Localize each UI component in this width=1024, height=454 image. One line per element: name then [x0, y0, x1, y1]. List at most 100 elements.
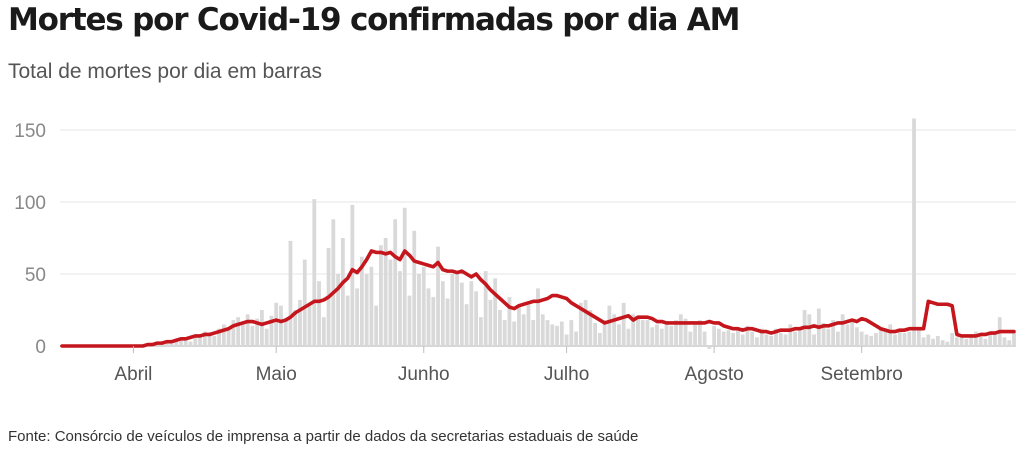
daily-bar — [912, 118, 916, 346]
y-tick-label: 150 — [14, 121, 46, 142]
chart-area: 0 50 100 150 Abril Maio Junho Julho Agosto Setem… — [14, 118, 1016, 385]
daily-bar — [1002, 337, 1007, 346]
daily-bar — [217, 328, 221, 346]
daily-bar — [221, 324, 226, 346]
daily-bar — [202, 331, 207, 346]
y-tick-label: 0 — [35, 337, 46, 358]
daily-bar — [512, 321, 517, 346]
y-tick-label: 100 — [14, 193, 46, 214]
daily-bar — [969, 337, 974, 346]
x-tick-label: Julho — [544, 364, 589, 385]
chart-title: Mortes por Covid-19 confirmadas por dia … — [8, 2, 740, 38]
daily-bar — [212, 335, 217, 346]
daily-bar — [831, 320, 836, 346]
daily-bar — [926, 334, 931, 346]
daily-bar — [797, 328, 802, 346]
daily-bar — [916, 330, 921, 346]
daily-bar — [712, 325, 717, 346]
daily-bar — [826, 328, 831, 346]
daily-bar — [731, 333, 736, 346]
x-tick-label: Maio — [256, 364, 297, 385]
daily-bar — [788, 324, 793, 346]
moving-average-line — [60, 249, 1016, 348]
daily-bar — [417, 274, 421, 346]
daily-death-bars — [145, 118, 1016, 349]
daily-bar — [312, 199, 317, 346]
daily-bar — [940, 340, 945, 346]
daily-bar — [659, 328, 664, 346]
daily-bar — [507, 297, 512, 346]
daily-bar — [374, 305, 379, 346]
daily-bar — [988, 333, 993, 346]
daily-bar — [593, 322, 598, 346]
daily-bar — [602, 320, 607, 346]
daily-bar — [845, 324, 850, 346]
daily-bar — [198, 334, 202, 346]
daily-bar — [821, 322, 826, 346]
daily-bar — [402, 207, 407, 346]
daily-bar — [164, 343, 169, 346]
daily-bar — [364, 274, 369, 346]
daily-bar — [759, 328, 764, 346]
daily-bar — [726, 330, 731, 346]
daily-bar — [555, 325, 559, 346]
daily-bar — [650, 327, 655, 346]
daily-bar — [574, 331, 578, 346]
daily-bar — [526, 302, 531, 346]
daily-bar — [440, 281, 445, 346]
daily-bar — [207, 333, 212, 346]
daily-bar — [597, 333, 602, 346]
daily-bar — [721, 331, 726, 346]
daily-bar — [345, 295, 350, 346]
daily-bar — [564, 334, 569, 346]
daily-bar — [707, 346, 712, 349]
daily-bar — [626, 328, 631, 346]
daily-bar — [683, 318, 688, 346]
daily-bar — [812, 334, 816, 346]
daily-bar — [174, 341, 179, 346]
daily-bar — [993, 334, 997, 346]
daily-bar — [864, 334, 869, 346]
daily-bar — [869, 335, 874, 346]
daily-bar — [412, 230, 417, 346]
daily-bar — [264, 328, 269, 346]
daily-bar — [945, 341, 950, 346]
daily-bar — [350, 204, 355, 346]
daily-bar — [669, 325, 674, 346]
daily-bar — [298, 299, 302, 346]
daily-bar — [888, 324, 893, 346]
daily-bar — [336, 274, 340, 346]
daily-bar — [783, 334, 788, 346]
daily-bar — [774, 328, 778, 346]
daily-bar — [231, 320, 236, 346]
daily-bar — [236, 317, 241, 346]
daily-bar — [331, 219, 336, 346]
daily-bar — [379, 245, 383, 346]
daily-bar — [1012, 333, 1016, 346]
daily-bar — [540, 314, 545, 346]
daily-bar — [493, 278, 498, 346]
daily-bar — [550, 324, 555, 346]
daily-bar — [502, 320, 507, 346]
daily-bar — [793, 331, 797, 346]
daily-bar — [531, 320, 536, 346]
daily-bar — [240, 322, 245, 346]
daily-bar — [155, 344, 160, 346]
daily-bar — [607, 305, 612, 346]
daily-bar — [578, 302, 583, 346]
daily-bar — [355, 288, 360, 346]
daily-bar — [478, 317, 483, 346]
daily-bar — [621, 302, 626, 346]
daily-bar — [745, 325, 750, 346]
daily-bar — [407, 295, 412, 346]
daily-bar — [840, 314, 845, 346]
x-tick-label: Junho — [398, 364, 450, 385]
y-axis-ticks: 0 50 100 150 — [14, 121, 46, 358]
daily-bar — [279, 305, 283, 346]
daily-bar — [964, 338, 969, 346]
daily-bar — [340, 238, 345, 346]
x-tick-label: Agosto — [685, 364, 744, 385]
daily-bar — [935, 335, 940, 346]
chart-subtitle: Total de mortes por dia em barras — [8, 60, 322, 83]
daily-bar — [755, 337, 759, 346]
